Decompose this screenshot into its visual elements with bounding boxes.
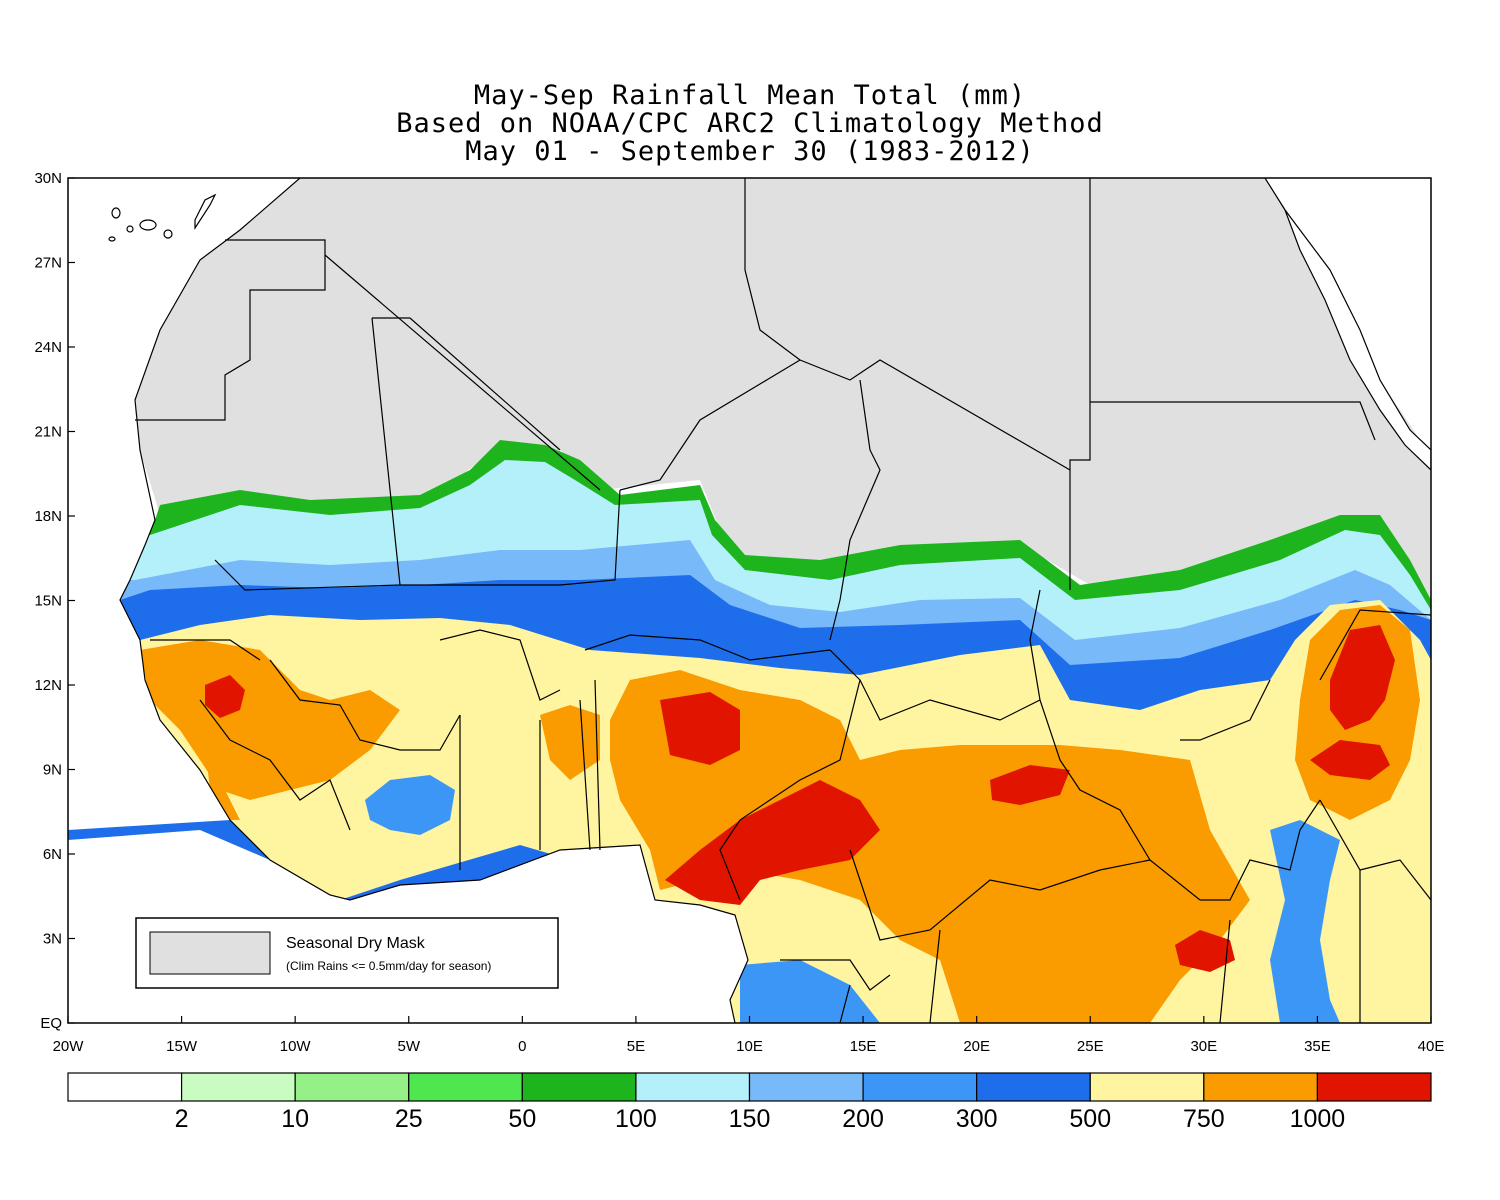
y-tick-label: 15N: [34, 593, 62, 610]
country-borders: [119, 178, 1431, 1023]
title-line-1: May-Sep Rainfall Mean Total (mm): [473, 80, 1027, 111]
y-tick-label: 12N: [34, 677, 62, 694]
atlantic-ocean: [68, 178, 300, 830]
colorbar-label: 500: [1069, 1105, 1111, 1133]
x-tick-label: 25E: [1077, 1038, 1104, 1055]
x-tick-label: 15E: [850, 1038, 877, 1055]
title-line-2: Based on NOAA/CPC ARC2 Climatology Metho…: [396, 108, 1104, 139]
colorbar-swatch: [1089, 1072, 1205, 1102]
y-tick-label: 21N: [34, 424, 62, 441]
seasonal-dry-mask-area: [135, 178, 1431, 620]
colorbar-swatch: [976, 1072, 1091, 1102]
y-tick-label: 27N: [34, 255, 62, 272]
colorbar-label: 2: [175, 1105, 189, 1133]
y-tick-label: 9N: [43, 762, 62, 779]
latitude-axis: EQ 3N 6N 9N 12N 15N 18N 21N 24N 27N 30N: [34, 170, 75, 1032]
colorbar-swatch: [1203, 1072, 1319, 1102]
colorbar-label: 25: [395, 1105, 423, 1133]
legend-box: [135, 917, 559, 989]
x-tick-label: 10W: [280, 1038, 312, 1055]
dry-mask-legend: Seasonal Dry Mask (Clim Rains <= 0.5mm/d…: [135, 917, 559, 989]
map-title: May-Sep Rainfall Mean Total (mm) Based o…: [0, 82, 1500, 166]
rain-band-750-1000-nigeria: [610, 670, 1250, 1023]
rain-band-over-1000-cameroon: [665, 780, 880, 905]
colorbar-label: 100: [615, 1105, 657, 1133]
legend-title: Seasonal Dry Mask: [286, 935, 426, 952]
colorbar-label: 50: [508, 1105, 536, 1133]
canary-islands: [108, 193, 217, 242]
rain-band-over-1000-guinea: [205, 675, 245, 718]
colorbar-swatch: [1316, 1072, 1432, 1102]
dry-mask-swatch: [149, 931, 271, 975]
colorbar: [67, 1072, 1432, 1102]
x-tick-label: 5W: [398, 1038, 421, 1055]
colorbar-labels: 2 10 25 50 100 150 200 300 500 750 1000: [175, 1105, 1346, 1133]
x-tick-label: 20W: [53, 1038, 85, 1055]
x-tick-label: 0: [518, 1038, 526, 1055]
red-sea: [1284, 209, 1431, 471]
colorbar-label: 10: [281, 1105, 309, 1133]
colorbar-label: 150: [729, 1105, 771, 1133]
y-tick-label: 24N: [34, 339, 62, 356]
x-tick-label: 40E: [1418, 1038, 1445, 1055]
rain-band-over-1000-ethiopia-south: [1310, 740, 1390, 780]
x-tick-label: 10E: [736, 1038, 763, 1055]
rain-band-300-500-east: [1270, 820, 1340, 1023]
rain-band-over-1000-nigeria: [660, 692, 740, 765]
rain-band-750-1000-guinea: [140, 640, 400, 800]
map-plot-area: [68, 178, 1431, 1023]
y-tick-label: 3N: [43, 931, 62, 948]
longitude-axis: 20W 15W 10W 5W 0 5E 10E 15E 20E 25E 30E 35E 40E: [53, 1016, 1445, 1055]
title-line-3: May 01 - September 30 (1983-2012): [465, 136, 1035, 167]
colorbar-swatch: [408, 1072, 523, 1102]
colorbar-swatch: [67, 1072, 183, 1102]
x-tick-label: 5E: [627, 1038, 645, 1055]
rain-band-750-1000-coast: [205, 745, 240, 820]
colorbar-label: 1000: [1290, 1105, 1346, 1133]
rain-band-300-500-gabon: [740, 960, 880, 1023]
x-tick-label: 15W: [166, 1038, 198, 1055]
y-tick-label: 6N: [43, 846, 62, 863]
colorbar-label: 300: [956, 1105, 998, 1133]
colorbar-swatch: [748, 1072, 864, 1102]
rain-band-over-1000-car: [990, 765, 1070, 805]
y-tick-label: 30N: [34, 170, 62, 187]
x-tick-label: 30E: [1190, 1038, 1217, 1055]
x-tick-label: 20E: [963, 1038, 990, 1055]
rain-band-750-1000-volta: [540, 705, 600, 780]
legend-subtitle: (Clim Rains <= 0.5mm/day for season): [286, 959, 491, 973]
rain-band-300-500-cote-divoire: [365, 775, 455, 835]
rain-band-over-1000-congo: [1175, 930, 1235, 972]
colorbar-swatch: [521, 1072, 637, 1102]
colorbar-swatch: [862, 1072, 978, 1102]
colorbar-swatch: [180, 1072, 296, 1102]
colorbar-swatch: [294, 1072, 410, 1102]
colorbar-label: 750: [1183, 1105, 1225, 1133]
colorbar-label: 200: [842, 1105, 884, 1133]
y-tick-label: 18N: [34, 508, 62, 525]
colorbar-swatch: [635, 1072, 751, 1102]
x-tick-label: 35E: [1304, 1038, 1331, 1055]
y-tick-label: EQ: [40, 1015, 62, 1032]
rain-band-over-1000-ethiopia: [1330, 625, 1395, 730]
